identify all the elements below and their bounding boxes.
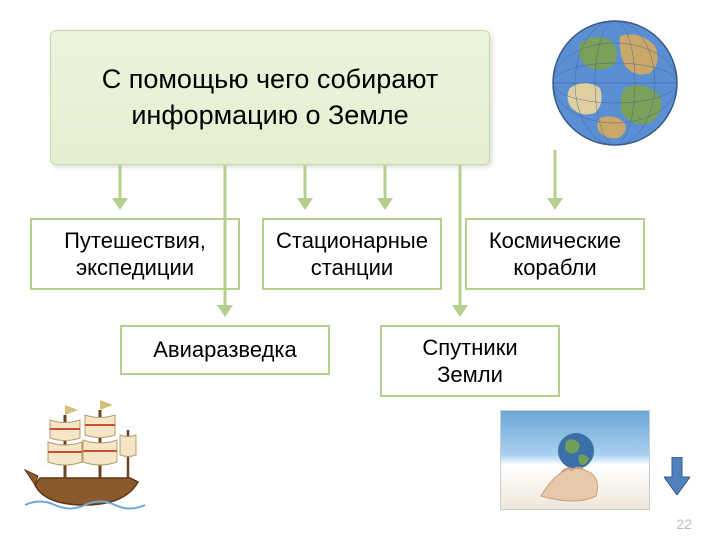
hand-earth-image bbox=[500, 410, 650, 510]
ship-icon bbox=[20, 400, 150, 520]
arrow-head-2 bbox=[297, 198, 313, 210]
arrow-head-4 bbox=[452, 305, 468, 317]
page-number: 22 bbox=[676, 516, 692, 532]
arrow-head-0 bbox=[112, 198, 128, 210]
next-arrow-button[interactable] bbox=[664, 457, 690, 495]
arrow-head-3 bbox=[377, 198, 393, 210]
arrow-head-5 bbox=[547, 198, 563, 210]
page-number-text: 22 bbox=[676, 516, 692, 532]
arrow-head-1 bbox=[217, 305, 233, 317]
globe-icon bbox=[550, 18, 680, 148]
